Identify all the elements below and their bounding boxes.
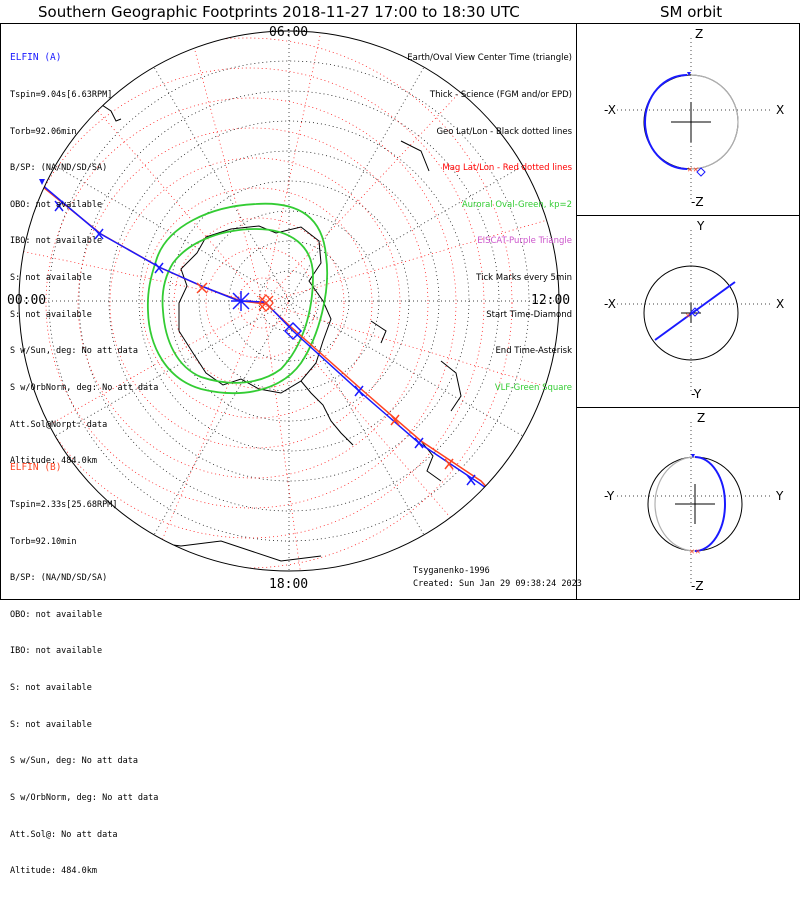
start-time-diamond [283,321,303,341]
legend-item: Geo Lat/Lon - Black dotted lines [436,126,572,137]
elfin-a-line: S w/OrbNorm, deg: No att data [10,382,159,393]
end-time-asterisk [231,291,251,311]
sm-xz-bottom-label: -Z [691,195,704,209]
elfin-b-info: ELFIN (B) Tspin=2.33s[25.68RPM] Torb=92.… [10,438,158,902]
elfin-a-line: IBO: not available [10,236,103,247]
footprint-map [18,30,560,572]
hour-label-top: 06:00 [269,25,309,40]
elfin-a-line: S: not available [10,309,92,320]
elfin-b-line: IBO: not available [10,646,103,657]
legend-item: Auroral Oval-Green, kp=2 [461,199,572,210]
hour-label-left: 00:00 [7,293,47,308]
footprint-map-panel: 06:00 00:00 12:00 18:00 ELFIN (A) Tspin=… [0,23,582,876]
sm-yz-right-label: Y [776,489,784,503]
sm-xz-right-label: X [776,103,785,117]
svg-text:✕✕: ✕✕ [689,548,701,556]
elfin-b-line: S w/OrbNorm, deg: No att data [10,792,159,803]
sm-orbit-xy-plot: ✕ [617,230,773,394]
elfin-a-line: Altitude: 484.0km [10,456,97,467]
elfin-a-line: B/SP: (NA/ND/SD/SA) [10,163,108,174]
elfin-b-line: Altitude: 484.0km [10,866,97,877]
model-label: Tsyganenko-1996 [413,566,490,576]
map-boundary [18,30,560,572]
sm-xy-bottom-label: -Y [691,387,702,401]
elfin-a-line: Tspin=9.04s[6.63RPM] [10,90,113,101]
elfin-b-line: Tspin=2.33s[25.68RPM] [10,500,118,511]
elfin-b-line: S w/Sun, deg: No att data [10,756,138,767]
created-label: Created: Sun Jan 29 09:38:24 2023 [413,579,582,589]
sm-orbit-xz-plot: ✕✕ [617,38,773,202]
mag-pole-marker [258,294,274,312]
elfin-b-name: ELFIN (B) [10,462,62,474]
sm-orbit-yz-plot: ✕✕ [617,422,773,586]
svg-text:✕✕: ✕✕ [687,166,699,174]
legend-item: Mag Lat/Lon - Red dotted lines [442,163,572,174]
sm-orbit-panel-yz: ✕✕ Z -Z -Y Y [576,407,800,600]
legend-item: VLF-Green Square [494,382,572,393]
map-legend: Earth/Oval View Center Time (triangle) T… [407,28,572,419]
elfin-a-info: ELFIN (A) Tspin=9.04s[6.63RPM] Torb=92.0… [10,28,158,492]
sm-orbit-title: SM orbit [660,3,723,21]
elfin-b-line: S: not available [10,683,92,694]
hour-label-right: 12:00 [531,293,571,308]
elfin-a-line: S w/Sun, deg: No att data [10,346,138,357]
sm-xy-right-label: X [776,297,785,311]
elfin-a-line: OBO: not available [10,199,103,210]
legend-item: EISCAT-Purple Triangle [477,236,572,247]
elfin-b-line: B/SP: (NA/ND/SD/SA) [10,573,108,584]
sm-orbit-panel-xz: ✕✕ Z -Z -X X [576,23,800,216]
elfin-b-line: OBO: not available [10,609,103,620]
sm-xy-left-label: -X [604,297,616,311]
sm-xy-top-label: Y [697,219,705,233]
sm-yz-left-label: -Y [604,489,615,503]
legend-item: Start Time-Diamond [486,309,572,320]
elfin-a-line: S: not available [10,273,92,284]
track-b-tick-marks [196,282,454,470]
auroral-ovals [146,202,329,395]
elfin-b-line: S: not available [10,719,92,730]
sm-orbit-panel-xy: ✕ Y -Y -X X [576,215,800,408]
legend-item: Tick Marks every 5min [476,273,572,284]
elfin-a-name: ELFIN (A) [10,52,62,64]
elfin-a-line: Torb=92.06min [10,126,77,137]
legend-item: Thick - Science (FGM and/or EPD) [429,90,572,101]
legend-item: Earth/Oval View Center Time (triangle) [407,53,572,64]
sm-xz-left-label: -X [604,103,616,117]
mag-lon-grid [20,31,559,571]
svg-text:✕: ✕ [685,312,691,320]
track-tick-marks [54,200,476,486]
legend-item: End Time-Asterisk [495,346,572,357]
elfin-b-line: Att.Sol@: No att data [10,829,118,840]
elfin-a-line: Att.Sol@Norpt: data [10,419,108,430]
view-center-triangle [39,179,45,185]
hour-label-bottom: 18:00 [269,577,309,592]
sm-xz-top-label: Z [695,27,704,41]
elfin-b-line: Torb=92.10min [10,536,77,547]
page-title: Southern Geographic Footprints 2018-11-2… [38,3,520,21]
sm-yz-bottom-label: -Z [691,579,704,593]
sm-yz-top-label: Z [697,411,706,425]
